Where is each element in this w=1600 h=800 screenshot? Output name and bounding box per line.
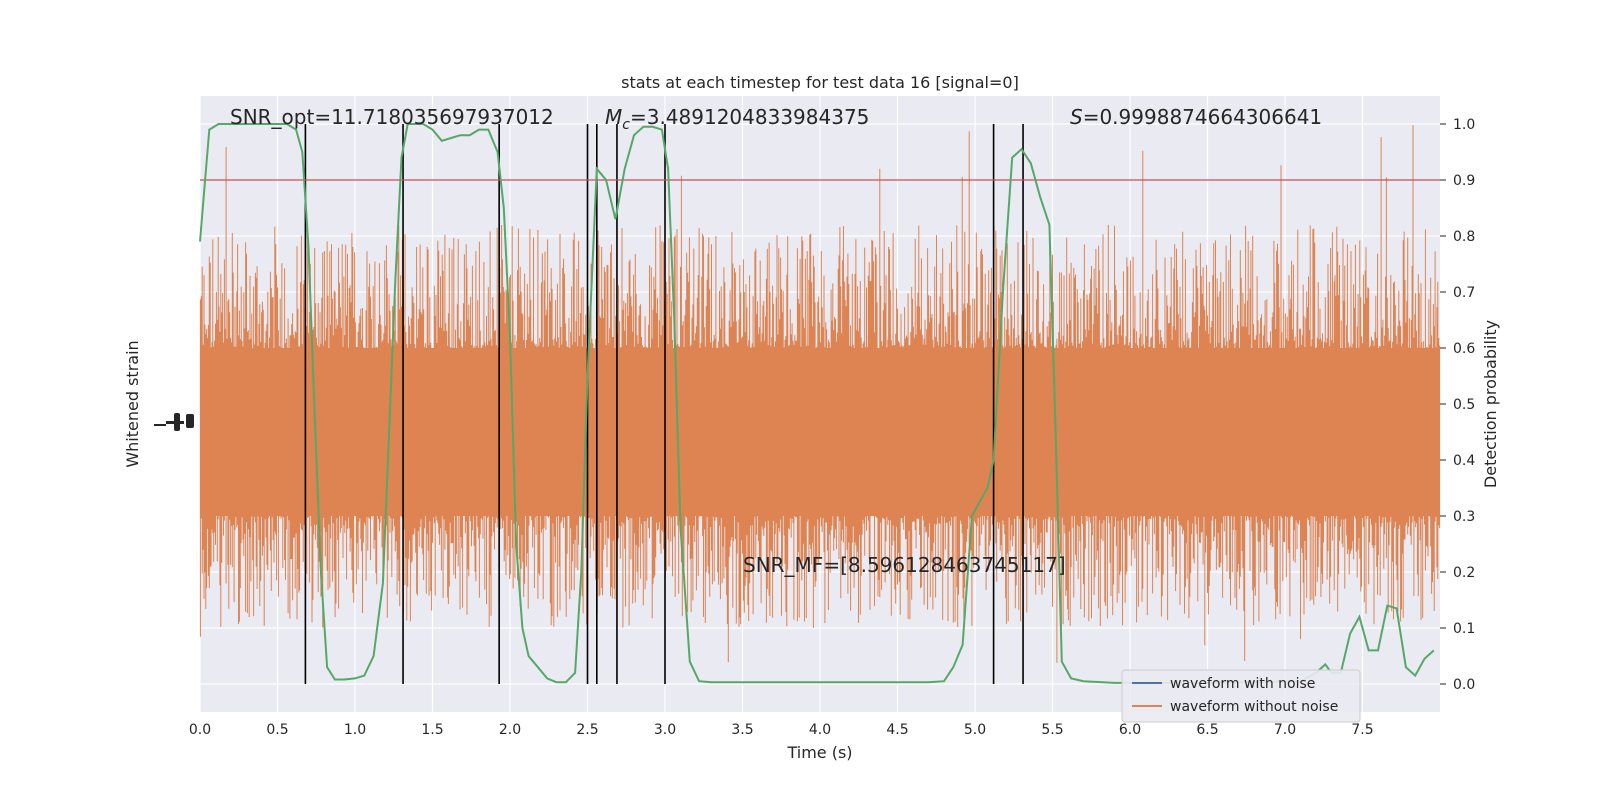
x-tick-label-11: 5.5 — [1041, 722, 1063, 738]
y-tick-label-6: 0.6 — [1453, 341, 1475, 357]
x-tick-label-5: 2.5 — [576, 722, 598, 738]
y-tick-label-0: 0.0 — [1453, 677, 1475, 693]
annotation-snr-mf: SNR_MF=[8.596128463745117] — [743, 553, 1066, 577]
y-tick-label-4: 0.4 — [1453, 453, 1475, 469]
x-tick-label-15: 7.5 — [1351, 722, 1373, 738]
chirp-mass-subscript: c — [622, 117, 630, 133]
strain-noise-path — [199, 125, 1441, 663]
legend-label-with-noise: waveform with noise — [1170, 676, 1315, 692]
y-axis-label-left: Whitened strain — [123, 340, 142, 467]
y-tick-label-7: 0.7 — [1453, 285, 1475, 301]
x-axis-label: Time (s) — [786, 743, 852, 762]
y-tick-label-8: 0.8 — [1453, 229, 1475, 245]
annotation-snr-opt: SNR_opt=11.718035697937012 — [230, 105, 554, 129]
x-tick-label-4: 2.0 — [499, 722, 521, 738]
chirp-mass-symbol: M — [605, 105, 622, 129]
x-tick-label-8: 4.0 — [809, 722, 831, 738]
strain-series — [199, 125, 1441, 663]
x-tick-label-0: 0.0 — [189, 722, 211, 738]
legend-label-without-noise: waveform without noise — [1170, 699, 1338, 715]
x-tick-label-10: 5.0 — [964, 722, 986, 738]
annotation-s: S=0.9998874664306641 — [1070, 105, 1322, 129]
x-tick-label-7: 3.5 — [731, 722, 753, 738]
y-tick-label-1: 0.1 — [1453, 621, 1475, 637]
x-tick-label-6: 3.0 — [654, 722, 676, 738]
y-tick-label-5: 0.5 — [1453, 397, 1475, 413]
x-tick-label-9: 4.5 — [886, 722, 908, 738]
x-tick-label-3: 1.5 — [421, 722, 443, 738]
s-value: =0.9998874664306641 — [1083, 105, 1322, 129]
chirp-mass-value: =3.4891204833984375 — [630, 105, 869, 129]
left-strain-ticks — [154, 413, 194, 431]
y-tick-label-3: 0.3 — [1453, 509, 1475, 525]
y-tick-label-10: 1.0 — [1453, 117, 1475, 133]
x-tick-label-14: 7.0 — [1274, 722, 1296, 738]
x-ticks: 0.0 0.5 1.0 1.5 2.0 2.5 3.0 3.5 4.0 4.5 5.0 5.5 6.0 6… — [189, 722, 1374, 738]
chart-title: stats at each timestep for test data 16 … — [621, 73, 1019, 92]
x-tick-label-12: 6.0 — [1119, 722, 1141, 738]
x-tick-label-13: 6.5 — [1196, 722, 1218, 738]
legend: waveform with noise waveform without noi… — [1121, 669, 1361, 723]
legend-box — [1121, 669, 1361, 723]
s-symbol: S — [1070, 105, 1083, 129]
y-tick-label-9: 0.9 — [1453, 173, 1475, 189]
annotation-chirp-mass: Mc=3.4891204833984375 — [605, 105, 869, 133]
y-tick-label-2: 0.2 — [1453, 565, 1475, 581]
y-axis-label-right: Detection probability — [1481, 320, 1500, 488]
x-tick-label-1: 0.5 — [266, 722, 288, 738]
y-ticks-right: 0.0 0.1 0.2 0.3 0.4 0.5 0.6 0.7 0.8 0.9 1.0 — [1440, 117, 1475, 693]
x-tick-label-2: 1.0 — [344, 722, 366, 738]
